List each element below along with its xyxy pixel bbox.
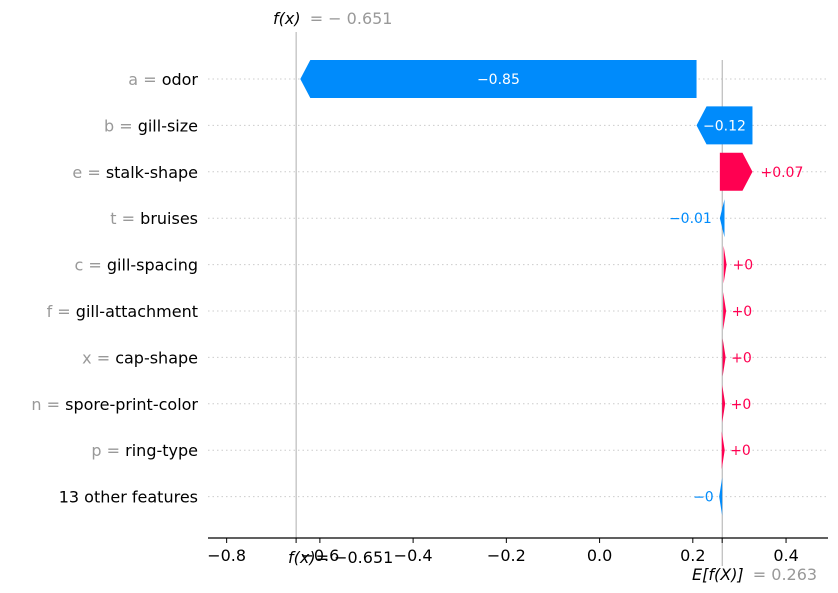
bar: [719, 152, 753, 191]
bars-group: [300, 60, 753, 516]
feature-name: gill-size: [138, 116, 198, 135]
expected-value-label: E[f(X)] = 0.263: [692, 565, 817, 584]
fx-value: = − 0.651: [310, 9, 393, 28]
feature-name: spore-print-color: [65, 395, 198, 414]
efx-value: = 0.263: [753, 565, 817, 584]
feature-label: n = spore-print-color: [31, 395, 198, 414]
bar: [723, 292, 727, 330]
efx-symbol: E[f(X)]: [692, 565, 744, 584]
feature-name: odor: [162, 70, 199, 89]
feature-name: gill-spacing: [107, 256, 198, 275]
bar: [719, 199, 725, 238]
x-tick-label: −0.2: [487, 546, 526, 565]
bar: [723, 245, 727, 284]
bar: [300, 60, 697, 98]
feature-label: e = stalk-shape: [72, 163, 198, 182]
x-tick-label: 0.0: [587, 546, 612, 565]
bar-label: −0: [693, 490, 714, 506]
feature-name: bruises: [140, 209, 198, 228]
feature-labels-group: a = odor b = gill-size e = stalk-shape t = …: [31, 70, 198, 507]
feature-label: a = odor: [128, 70, 198, 89]
bar-label: +0: [731, 397, 752, 413]
fx-symbol: f(x): [273, 9, 301, 28]
feature-label: f = gill-attachment: [47, 302, 198, 321]
fx-bottom-label: f(x)= −0.651: [288, 548, 393, 567]
feature-value: b =: [104, 116, 138, 135]
bar-label: +0.07: [760, 165, 803, 181]
feature-value: t =: [110, 209, 140, 228]
bar-label: −0.12: [703, 118, 746, 134]
fx-bottom-value: = −0.651: [316, 548, 394, 567]
fx-bottom-symbol: f(x): [288, 548, 316, 567]
reference-lines: [295, 32, 723, 566]
feature-label: 13 other features: [59, 488, 198, 507]
bar-label: +0: [732, 304, 753, 320]
x-tick-label: −0.6: [300, 546, 339, 565]
feature-name: ring-type: [125, 441, 198, 460]
feature-label: b = gill-size: [104, 116, 198, 135]
feature-label: p = ring-type: [91, 441, 198, 460]
x-tick-label: 0.2: [680, 546, 705, 565]
x-tick-label: −0.4: [394, 546, 433, 565]
bar-label: +0: [733, 258, 754, 274]
feature-value: e =: [72, 163, 105, 182]
bar-label: +0: [731, 350, 752, 366]
x-tick-label: −0.8: [207, 546, 246, 565]
bar-label: −0.85: [477, 72, 520, 88]
fx-top-label: f(x) = − 0.651: [273, 9, 392, 28]
bar: [696, 106, 753, 145]
feature-value: a =: [128, 70, 161, 89]
feature-value: x =: [82, 348, 115, 367]
feature-name: cap-shape: [115, 348, 198, 367]
bar: [722, 338, 726, 377]
feature-name: gill-attachment: [76, 302, 198, 321]
feature-name: 13 other features: [59, 488, 198, 507]
bar-labels-group: −0.85 −0.12 +0.07 −0.01 +0 +0 +0 +0 +0 −0: [477, 72, 803, 506]
bar: [721, 431, 725, 470]
feature-value: n =: [31, 395, 65, 414]
feature-label: x = cap-shape: [82, 348, 198, 367]
feature-value: c =: [75, 256, 107, 275]
x-tick-label: 0.4: [773, 546, 798, 565]
x-axis: −0.8 −0.6 −0.4 −0.2 0.0 0.2 0.4: [207, 537, 828, 565]
bar: [719, 477, 723, 516]
bar-label: −0.01: [669, 211, 712, 227]
feature-name: stalk-shape: [106, 163, 198, 182]
feature-label: t = bruises: [110, 209, 198, 228]
feature-value: f =: [47, 302, 76, 321]
bar-label: +0: [730, 443, 751, 459]
bar: [722, 384, 726, 423]
feature-value: p =: [91, 441, 125, 460]
feature-label: c = gill-spacing: [75, 256, 198, 275]
